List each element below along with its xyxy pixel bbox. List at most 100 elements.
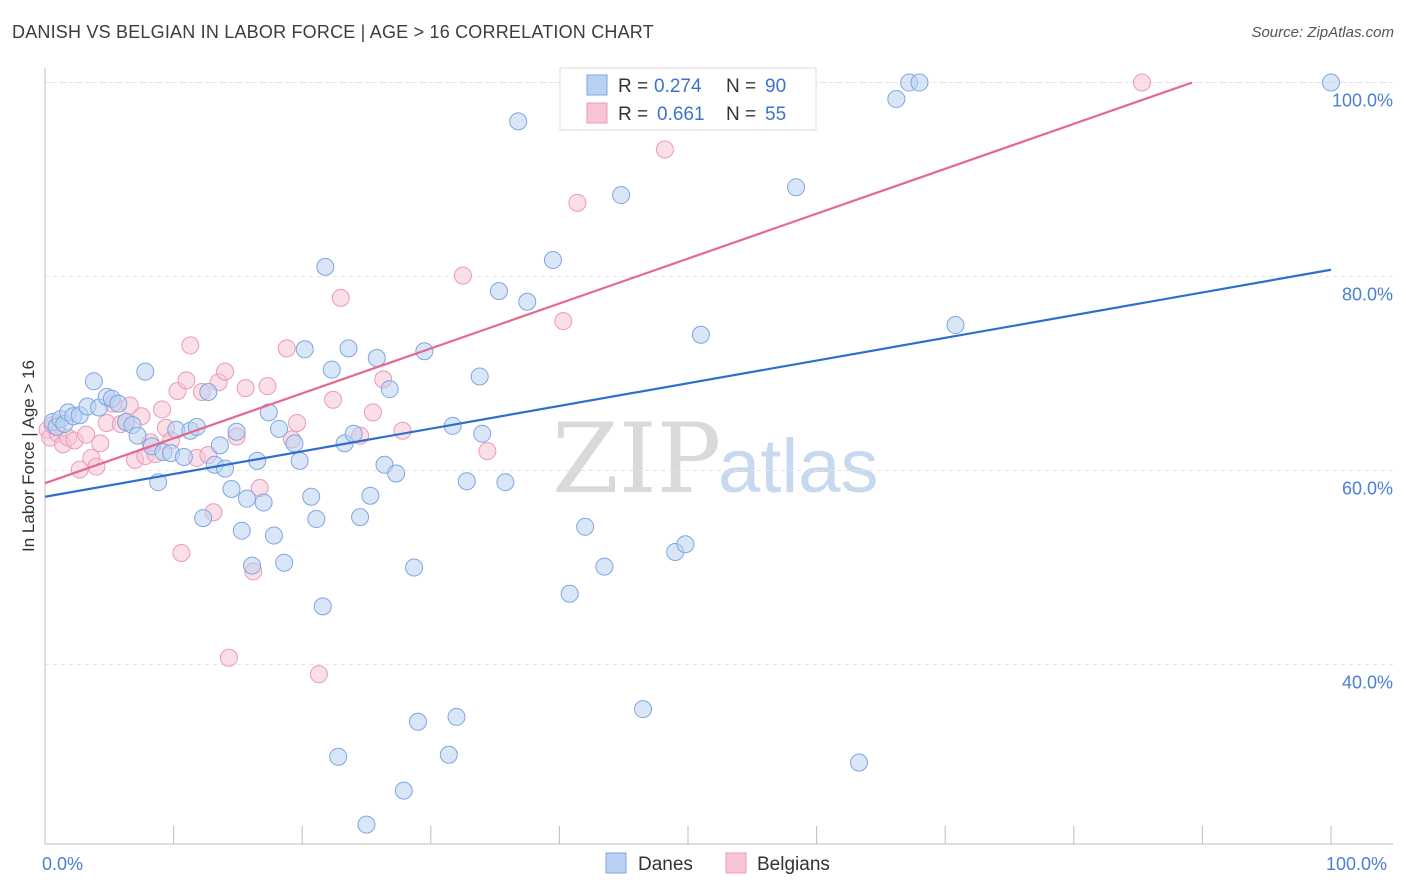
danes-point-16	[136, 362, 155, 381]
belgians-point-28	[181, 336, 200, 355]
legend-swatch-danes	[586, 74, 608, 96]
y-tick-label-60: 60.0%	[1342, 479, 1393, 499]
danes-point-8	[84, 372, 103, 391]
belgians-point-35	[219, 648, 238, 667]
series-legend-label-danes: Danes	[638, 854, 693, 875]
x-tick-label-100: 100.0%	[1326, 854, 1387, 874]
danes-point-44	[302, 487, 321, 506]
legend-swatch-belgians	[586, 102, 608, 124]
danes-point-34	[243, 556, 262, 575]
danes-point-47	[316, 257, 335, 276]
danes-point-61	[408, 712, 427, 731]
y-tick-label-40: 40.0%	[1342, 673, 1393, 693]
belgians-point-54	[568, 193, 587, 212]
danes-point-74	[576, 517, 595, 536]
trendlines	[44, 81, 1332, 498]
axes	[44, 68, 1393, 845]
series-legend-swatch-danes	[605, 852, 627, 874]
danes-point-40	[275, 553, 294, 572]
danes-point-58	[380, 380, 399, 399]
x-tick-label-0: 0.0%	[42, 854, 83, 874]
belgians-point-41	[277, 339, 296, 358]
belgians-point-48	[363, 403, 382, 422]
danes-point-15	[128, 426, 147, 445]
legend-n-label-belgians: N =	[726, 104, 756, 125]
belgians-point-53	[554, 312, 573, 331]
danes-point-51	[339, 339, 358, 358]
danes-point-31	[227, 422, 246, 441]
danes-point-45	[307, 510, 326, 529]
series-legend-label-belgians: Belgians	[757, 854, 830, 875]
series-legend-swatch-belgians	[725, 852, 747, 874]
series-legend: Danes Belgians	[605, 852, 830, 875]
danes-point-32	[232, 521, 251, 540]
belgians-point-37	[236, 379, 255, 398]
danes-point-28	[210, 436, 229, 455]
danes-point-53	[351, 508, 370, 527]
danes-point-89	[394, 781, 413, 800]
danes-point-69	[496, 473, 515, 492]
belgians-point-46	[331, 288, 350, 307]
danes-point-88	[473, 424, 492, 443]
danes-point-85	[910, 73, 929, 92]
danes-point-81	[787, 178, 806, 197]
danes-point-63	[439, 745, 458, 764]
belgians-points	[38, 73, 1151, 684]
danes-point-76	[612, 186, 631, 205]
legend-r-label-danes: R =	[618, 76, 648, 97]
danes-point-36	[254, 493, 273, 512]
danes-point-67	[470, 367, 489, 386]
belgians-point-8	[77, 425, 96, 444]
belgians-point-55	[655, 140, 674, 159]
danes-point-80	[691, 325, 710, 344]
belgians-point-51	[453, 266, 472, 285]
danes-point-29	[216, 459, 235, 478]
danes-point-73	[560, 584, 579, 603]
x-tick-labels: 0.0% 100.0%	[42, 854, 1387, 874]
danes-trendline	[44, 268, 1332, 498]
danes-point-60	[405, 558, 424, 577]
danes-point-77	[633, 700, 652, 719]
belgians-point-27	[177, 371, 196, 390]
danes-point-66	[457, 472, 476, 491]
danes-point-79	[676, 535, 695, 554]
danes-point-43	[295, 340, 314, 359]
danes-point-83	[887, 90, 906, 109]
watermark-zip: ZIP	[552, 403, 721, 515]
danes-point-22	[174, 447, 193, 466]
belgians-point-43	[288, 414, 307, 433]
danes-point-70	[509, 112, 528, 131]
legend-n-value-belgians: 55	[765, 104, 786, 125]
y-tick-label-100: 100.0%	[1332, 91, 1393, 111]
danes-point-52	[344, 424, 363, 443]
danes-point-68	[489, 282, 508, 301]
watermark-atlas: atlas	[718, 424, 879, 509]
chart-title: DANISH VS BELGIAN IN LABOR FORCE | AGE >…	[12, 22, 654, 42]
belgians-point-56	[1132, 73, 1151, 92]
danes-point-64	[447, 707, 466, 726]
danes-point-54	[361, 486, 380, 505]
legend-n-label-danes: N =	[726, 76, 756, 97]
y-tick-label-80: 80.0%	[1342, 285, 1393, 305]
danes-point-59	[387, 464, 406, 483]
danes-point-12	[109, 394, 128, 413]
belgians-point-52	[478, 442, 497, 461]
legend-r-label-belgians: R =	[618, 104, 648, 125]
chart-source: Source: ZipAtlas.com	[1251, 24, 1394, 41]
danes-point-33	[237, 489, 256, 508]
belgians-point-22	[153, 400, 172, 419]
belgians-point-44	[309, 665, 328, 684]
belgians-trendline	[44, 81, 1193, 485]
y-axis-title: In Labor Force | Age > 16	[19, 360, 38, 552]
danes-point-75	[595, 557, 614, 576]
belgians-point-50	[393, 421, 412, 440]
y-tick-labels: 40.0% 60.0% 80.0% 100.0%	[1332, 91, 1393, 693]
legend-r-value-danes: 0.274	[654, 76, 702, 97]
belgians-point-40	[258, 377, 277, 396]
danes-point-30	[222, 479, 241, 498]
belgians-point-34	[216, 362, 235, 381]
danes-point-49	[329, 747, 348, 766]
danes-point-38	[264, 526, 283, 545]
legend-r-value-belgians: 0.661	[657, 104, 705, 125]
